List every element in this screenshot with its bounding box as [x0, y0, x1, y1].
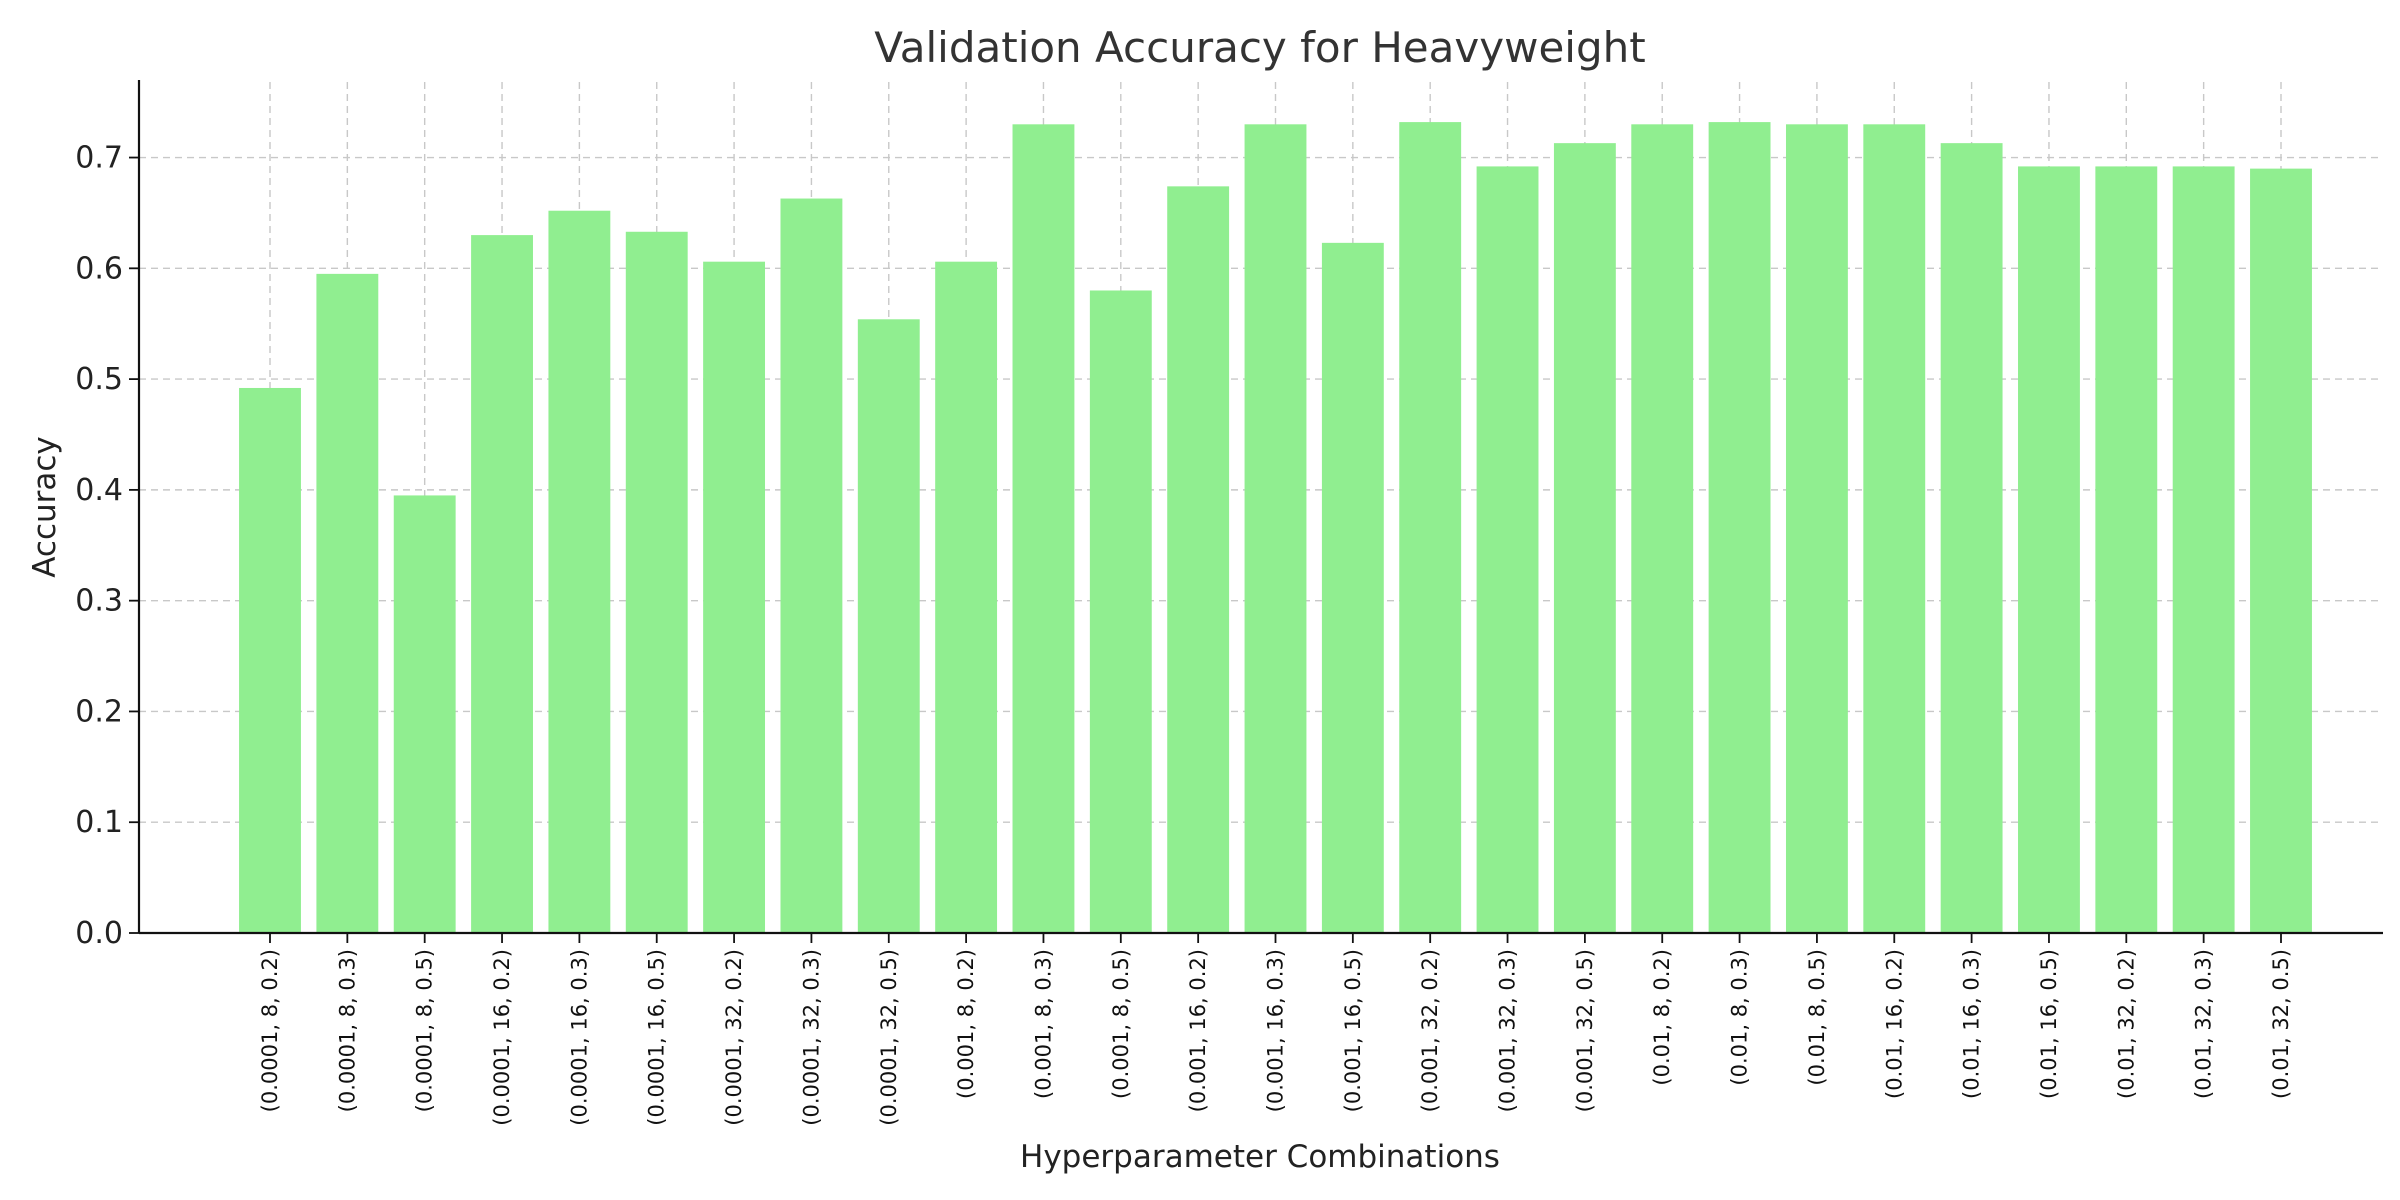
bar — [2095, 166, 2158, 934]
x-tick-label: (0.001, 32, 0.2) — [1418, 949, 1442, 1112]
bar — [625, 231, 688, 934]
bar — [2172, 166, 2235, 934]
x-tick-label: (0.01, 8, 0.5) — [1805, 949, 1829, 1086]
y-tick-label: 0.6 — [75, 251, 123, 286]
bar — [2250, 168, 2312, 933]
x-tick-label: (0.0001, 8, 0.5) — [413, 949, 437, 1112]
x-tick-label: (0.001, 8, 0.3) — [1031, 949, 1055, 1099]
bar — [548, 210, 611, 933]
bar — [780, 198, 843, 934]
bar — [703, 261, 766, 933]
y-tick-label: 0.4 — [75, 473, 123, 508]
axis-layer — [137, 80, 2383, 935]
x-tick-label: (0.0001, 8, 0.3) — [335, 949, 359, 1112]
x-tick-label: (0.01, 8, 0.3) — [1728, 949, 1752, 1086]
x-tick-label: (0.001, 8, 0.2) — [954, 949, 978, 1099]
y-tick-label: 0.5 — [75, 362, 123, 397]
x-tick-label: (0.0001, 16, 0.2) — [490, 949, 514, 1126]
x-tick-label: (0.0001, 16, 0.3) — [567, 949, 591, 1126]
x-tick-layer: (0.0001, 8, 0.2) (0.0001, 8, 0.3) (0.0001,… — [258, 933, 2293, 1126]
chart-title: Validation Accuracy for Heavyweight — [874, 23, 1645, 72]
bar — [935, 261, 998, 933]
x-axis-label: Hyperparameter Combinations — [1020, 1139, 1500, 1175]
bar — [2018, 166, 2080, 934]
bar — [1399, 122, 1462, 933]
y-tick-layer: 0.0 0.1 0.2 0.3 0.4 0.5 0.6 0.7 — [75, 141, 139, 951]
x-tick-label: (0.001, 16, 0.5) — [1341, 949, 1365, 1112]
x-tick-label: (0.0001, 32, 0.3) — [799, 949, 823, 1126]
x-tick-label: (0.001, 32, 0.3) — [1496, 949, 1520, 1112]
y-tick-label: 0.1 — [75, 805, 123, 840]
bar — [1863, 124, 1926, 933]
bar — [1708, 122, 1771, 933]
bar — [316, 273, 379, 933]
y-tick-label: 0.3 — [75, 584, 123, 619]
x-tick-label: (0.01, 16, 0.3) — [1960, 949, 1984, 1099]
x-tick-label: (0.0001, 16, 0.5) — [645, 949, 669, 1126]
x-tick-label: (0.01, 32, 0.2) — [2114, 949, 2138, 1099]
x-tick-label: (0.0001, 32, 0.2) — [722, 949, 746, 1126]
x-tick-label: (0.0001, 8, 0.2) — [258, 949, 282, 1112]
bar — [1553, 143, 1616, 933]
x-tick-label: (0.01, 16, 0.2) — [1882, 949, 1906, 1099]
y-tick-label: 0.7 — [75, 141, 123, 176]
bar — [393, 495, 456, 933]
x-tick-label: (0.01, 8, 0.2) — [1650, 949, 1674, 1086]
bar — [1940, 143, 2003, 933]
bar — [1012, 124, 1075, 933]
bar-layer — [239, 122, 2312, 934]
bar — [1167, 186, 1230, 934]
bar — [1244, 124, 1307, 933]
bar — [1785, 124, 1848, 933]
x-tick-label: (0.01, 32, 0.3) — [2192, 949, 2216, 1099]
x-tick-label: (0.001, 16, 0.3) — [1264, 949, 1288, 1112]
x-tick-label: (0.001, 16, 0.2) — [1186, 949, 1210, 1112]
bar — [239, 387, 301, 933]
bar — [1089, 290, 1152, 933]
y-tick-label: 0.0 — [75, 916, 123, 951]
x-tick-label: (0.0001, 32, 0.5) — [877, 949, 901, 1126]
y-tick-label: 0.2 — [75, 694, 123, 729]
bar — [857, 319, 920, 934]
y-axis-label: Accuracy — [27, 436, 63, 578]
bar — [471, 235, 533, 933]
bar — [1631, 124, 1694, 933]
bar — [1321, 242, 1384, 933]
bar — [1476, 166, 1539, 934]
x-tick-label: (0.001, 8, 0.5) — [1109, 949, 1133, 1099]
x-tick-label: (0.01, 16, 0.5) — [2037, 949, 2061, 1099]
x-tick-label: (0.001, 32, 0.5) — [1573, 949, 1597, 1112]
x-tick-label: (0.01, 32, 0.5) — [2269, 949, 2293, 1099]
